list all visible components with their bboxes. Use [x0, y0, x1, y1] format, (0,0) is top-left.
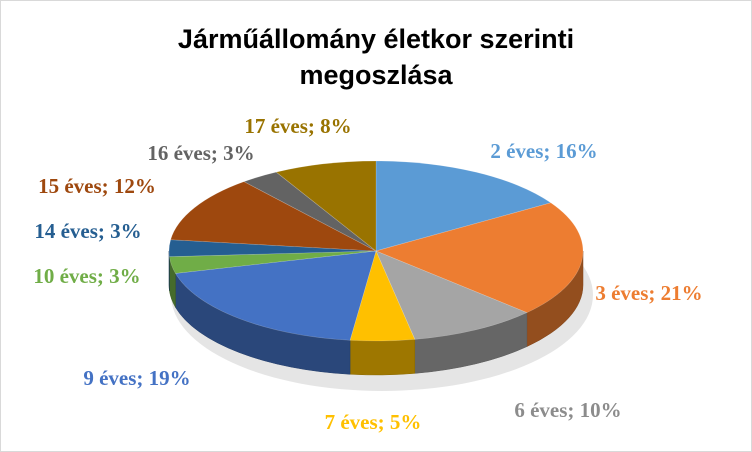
slice-5: [175, 250, 377, 341]
slice-3: [375, 250, 528, 340]
slice-10: [275, 160, 377, 252]
data-label-9: 16 éves; 3%: [147, 141, 254, 165]
chart-title-line-2: megoszlása: [299, 60, 453, 90]
slice-8: [170, 181, 377, 252]
slice-side-4: [349, 339, 416, 376]
slice-2: [375, 202, 584, 313]
chart-title-line-1: Járműállomány életkor szerinti: [177, 24, 575, 54]
data-label-4: 7 éves; 5%: [325, 410, 422, 434]
pie-top-faces: [168, 160, 584, 342]
slice-4: [349, 250, 416, 342]
slice-7: [168, 239, 377, 257]
chart-title: Járműállomány életkor szerinti megoszlás…: [1, 21, 751, 93]
slice-9: [243, 171, 377, 252]
data-label-6: 10 éves; 3%: [33, 264, 140, 288]
data-labels: 2 éves; 16% 3 éves; 21% 6 éves; 10% 7 éves;…: [33, 114, 702, 434]
slice-6: [169, 250, 377, 274]
data-label-10: 17 éves; 8%: [244, 114, 351, 138]
data-label-8: 15 éves; 12%: [38, 174, 156, 198]
data-label-3: 6 éves; 10%: [514, 398, 621, 422]
pie-side-walls: [168, 250, 584, 376]
data-label-1: 2 éves; 16%: [490, 139, 597, 163]
data-label-7: 14 éves; 3%: [34, 219, 141, 243]
slice-1: [375, 160, 552, 252]
data-label-2: 3 éves; 21%: [595, 281, 702, 305]
data-label-5: 9 éves; 19%: [83, 366, 190, 390]
